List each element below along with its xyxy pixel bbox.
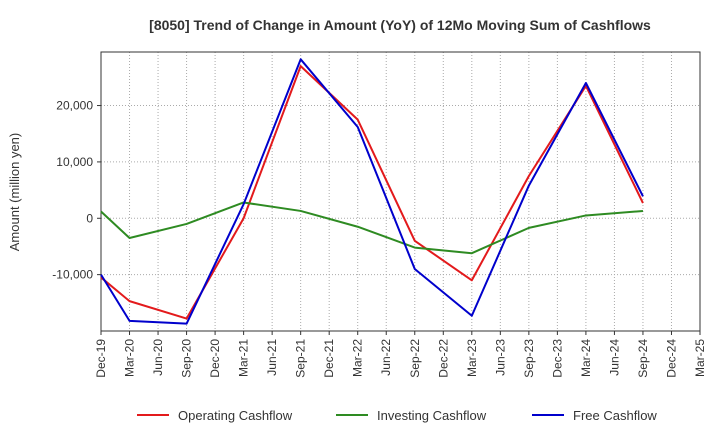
x-tick-label: Sep-22: [408, 339, 422, 378]
y-tick-label: 20,000: [56, 99, 93, 113]
x-tick-label: Mar-22: [351, 339, 365, 377]
x-tick-label: Jun-20: [151, 339, 165, 376]
series-lines: [100, 58, 644, 325]
legend-label: Investing Cashflow: [377, 408, 487, 423]
x-tick-label: Jun-21: [265, 339, 279, 376]
y-tick-label: 0: [86, 211, 93, 225]
x-tick-label: Dec-22: [436, 339, 450, 378]
y-axis-label: Amount (million yen): [7, 133, 22, 252]
x-tick-label: Dec-24: [664, 339, 678, 378]
x-tick-label: Sep-24: [636, 339, 650, 378]
y-tick-label: 10,000: [56, 155, 93, 169]
x-tick-label: Sep-20: [180, 339, 194, 378]
chart-title: [8050] Trend of Change in Amount (YoY) o…: [149, 17, 651, 33]
series-line-investing-cashflow: [100, 201, 644, 255]
x-tick-label: Dec-20: [208, 339, 222, 378]
legend-label: Free Cashflow: [573, 408, 657, 423]
x-tick-label: Sep-23: [522, 339, 536, 378]
legend: Operating Cashflow Investing Cashflow Free…: [137, 408, 657, 423]
x-tick-label: Mar-24: [579, 339, 593, 377]
x-tick-label: Dec-19: [94, 339, 108, 378]
x-tick-label: Dec-21: [322, 339, 336, 378]
y-tick-label: -10,000: [52, 268, 93, 282]
x-axis: Dec-19 Mar-20 Jun-20 Sep-20 Dec-20 Mar-21 Jun-…: [94, 331, 707, 378]
x-tick-label: Mar-25: [693, 339, 707, 377]
x-tick-label: Jun-24: [607, 339, 621, 376]
x-tick-label: Mar-23: [465, 339, 479, 377]
legend-label: Operating Cashflow: [178, 408, 293, 423]
x-tick-label: Jun-23: [493, 339, 507, 376]
x-tick-label: Mar-21: [237, 339, 251, 377]
x-tick-label: Jun-22: [379, 339, 393, 376]
x-tick-label: Mar-20: [123, 339, 137, 377]
x-tick-label: Sep-21: [294, 339, 308, 378]
x-tick-label: Dec-23: [550, 339, 564, 378]
series-line-free-cashflow: [100, 58, 644, 325]
grid-lines: [100, 52, 701, 331]
y-axis: -10,000 0 10,000 20,000: [52, 99, 101, 282]
series-line-operating-cashflow: [100, 65, 644, 320]
plot-frame: [100, 51, 701, 332]
